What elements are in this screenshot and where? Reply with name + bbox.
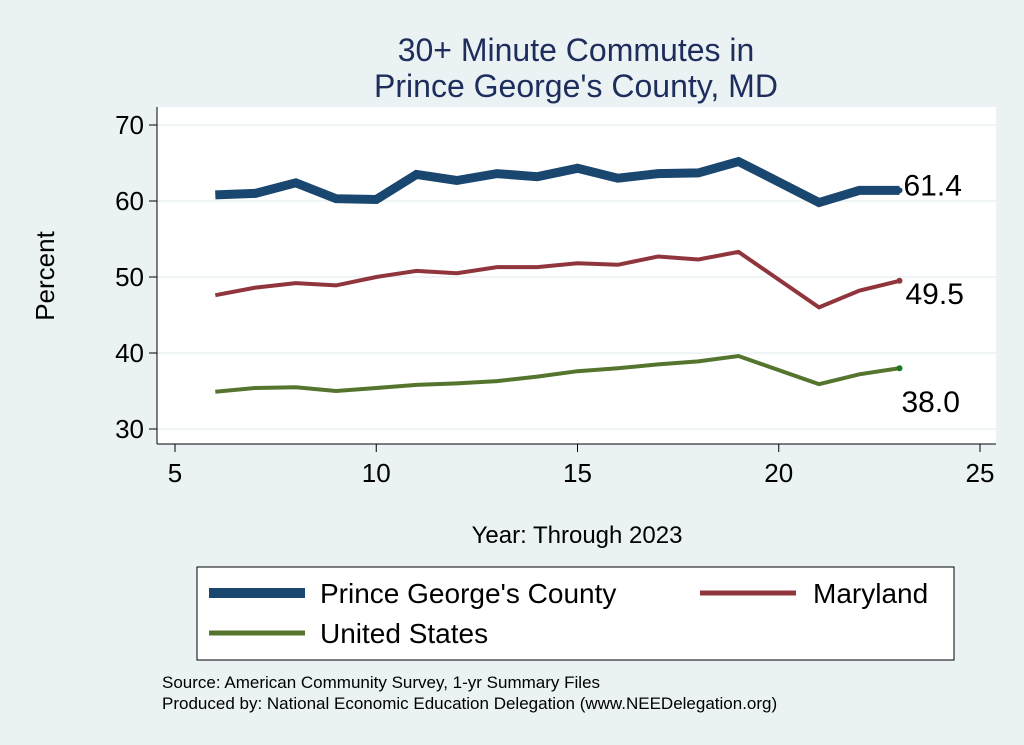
x-tick-label: 15 — [563, 458, 592, 488]
legend-label: Maryland — [813, 578, 928, 609]
x-ticks: 5 10 15 20 25 — [168, 444, 995, 488]
chart-title-line-2: Prince George's County, MD — [374, 68, 778, 104]
y-tick-label: 70 — [115, 110, 144, 140]
x-tick-label: 20 — [764, 458, 793, 488]
series-end-label: 49.5 — [906, 278, 964, 311]
x-tick-label: 5 — [168, 458, 182, 488]
series-line-0 — [215, 156, 900, 208]
legend: Prince George's County Maryland United Sta… — [209, 578, 928, 649]
legend-label: United States — [320, 618, 488, 649]
x-axis-label: Year: Through 2023 — [472, 522, 683, 549]
y-tick-label: 50 — [115, 262, 144, 292]
producer-note: Produced by: National Economic Education… — [162, 694, 777, 713]
series-end-label: 61.4 — [904, 169, 962, 202]
source-note: Source: American Community Survey, 1-yr … — [162, 673, 600, 692]
series-end-point — [896, 365, 903, 372]
series-lines — [214, 156, 903, 394]
series-line-1 — [214, 249, 900, 310]
y-tick-label: 60 — [115, 186, 144, 216]
y-axis-label: Percent — [30, 230, 60, 320]
y-ticks: 30 40 50 60 70 — [115, 110, 157, 444]
legend-box — [196, 566, 955, 661]
series-end-label: 38.0 — [902, 386, 960, 419]
series-line-2 — [215, 353, 900, 394]
x-tick-label: 25 — [966, 458, 995, 488]
y-tick-label: 30 — [115, 414, 144, 444]
gridlines — [157, 124, 996, 430]
chart-title-line-1: 30+ Minute Commutes in — [398, 32, 755, 68]
end-labels: 61.4 49.5 38.0 — [902, 169, 964, 419]
y-tick-label: 40 — [115, 338, 144, 368]
series-end-point — [896, 187, 903, 194]
plot-area — [157, 107, 996, 444]
x-tick-label: 10 — [362, 458, 391, 488]
legend-label: Prince George's County — [320, 578, 616, 609]
series-end-point — [896, 277, 903, 284]
